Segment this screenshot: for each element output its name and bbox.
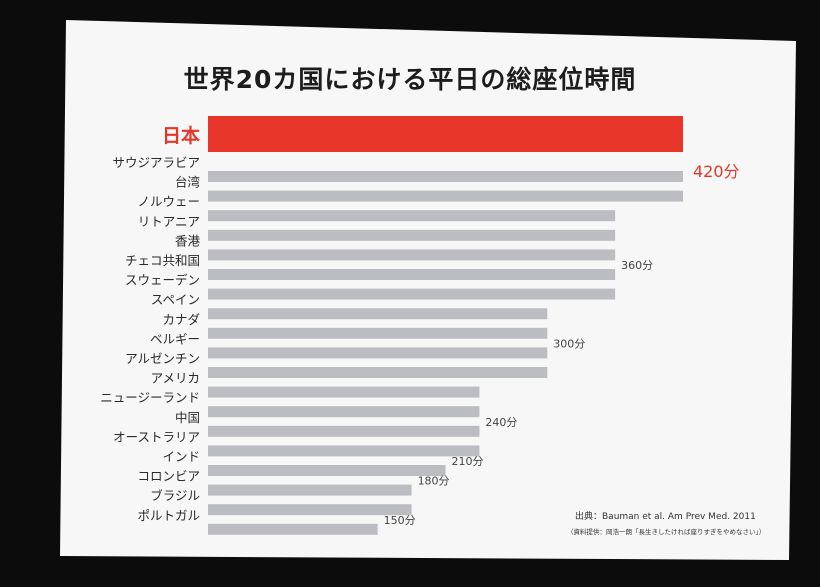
category-label: ブラジル (150, 488, 200, 503)
category-label: ベルギー (150, 331, 200, 346)
bar-row (208, 406, 480, 418)
category-label: ノルウェー (137, 194, 200, 209)
bar-row (208, 269, 616, 280)
bar-row (208, 210, 616, 222)
bar-row (208, 386, 480, 398)
bar-row (208, 308, 548, 320)
category-label: リトアニア (138, 214, 200, 229)
category-label: 日本 (162, 124, 200, 147)
bar-row (208, 249, 616, 261)
category-label: チェコ共和国 (125, 253, 200, 268)
bar-row (208, 484, 412, 496)
bar-row (208, 190, 683, 202)
source-citation: 出典：Bauman et al. Am Prev Med. 2011 (575, 512, 756, 522)
value-label: 180分 (418, 475, 450, 488)
category-label: インド (162, 449, 200, 464)
bar-row (208, 327, 548, 339)
category-label: 台湾 (175, 175, 200, 190)
bar-row (208, 347, 548, 359)
bar-row (208, 445, 480, 457)
bar-highlight (208, 116, 683, 152)
bar-row (208, 504, 412, 516)
source-note: （資料提供：岡浩一朗「長生きしたければ座りすぎをやめなさい」） (567, 528, 766, 536)
bar-row (208, 465, 446, 476)
value-label: 150分 (384, 514, 416, 527)
value-label: 240分 (485, 416, 517, 429)
bar-chart: 日本サウジアラビア台湾ノルウェーリトアニア香港チェコ共和国スウェーデンスペインカ… (100, 116, 740, 535)
bar-row (208, 367, 548, 378)
category-label: カナダ (162, 312, 200, 327)
category-label: サウジアラビア (112, 155, 200, 170)
category-label: アメリカ (151, 371, 200, 386)
category-label: 香港 (175, 233, 201, 248)
category-label: ニュージーランド (100, 390, 200, 405)
bar-row (208, 523, 378, 535)
category-label: オーストラリア (113, 429, 200, 444)
category-label: コロンビア (137, 469, 200, 484)
chart-title: 世界20カ国における平日の総座位時間 (183, 65, 637, 94)
value-label: 210分 (452, 455, 484, 468)
category-label: スペイン (151, 292, 200, 307)
bar-row (208, 425, 480, 437)
value-label: 420分 (693, 162, 740, 181)
value-label: 360分 (621, 259, 653, 272)
value-label: 300分 (553, 337, 585, 350)
category-label: 中国 (175, 410, 200, 425)
bar-row (208, 288, 616, 300)
bar-row (208, 171, 683, 182)
category-label: ポルトガル (137, 508, 200, 523)
bar-row (208, 229, 616, 241)
category-label: スウェーデン (125, 273, 200, 288)
category-label: アルゼンチン (125, 351, 200, 366)
